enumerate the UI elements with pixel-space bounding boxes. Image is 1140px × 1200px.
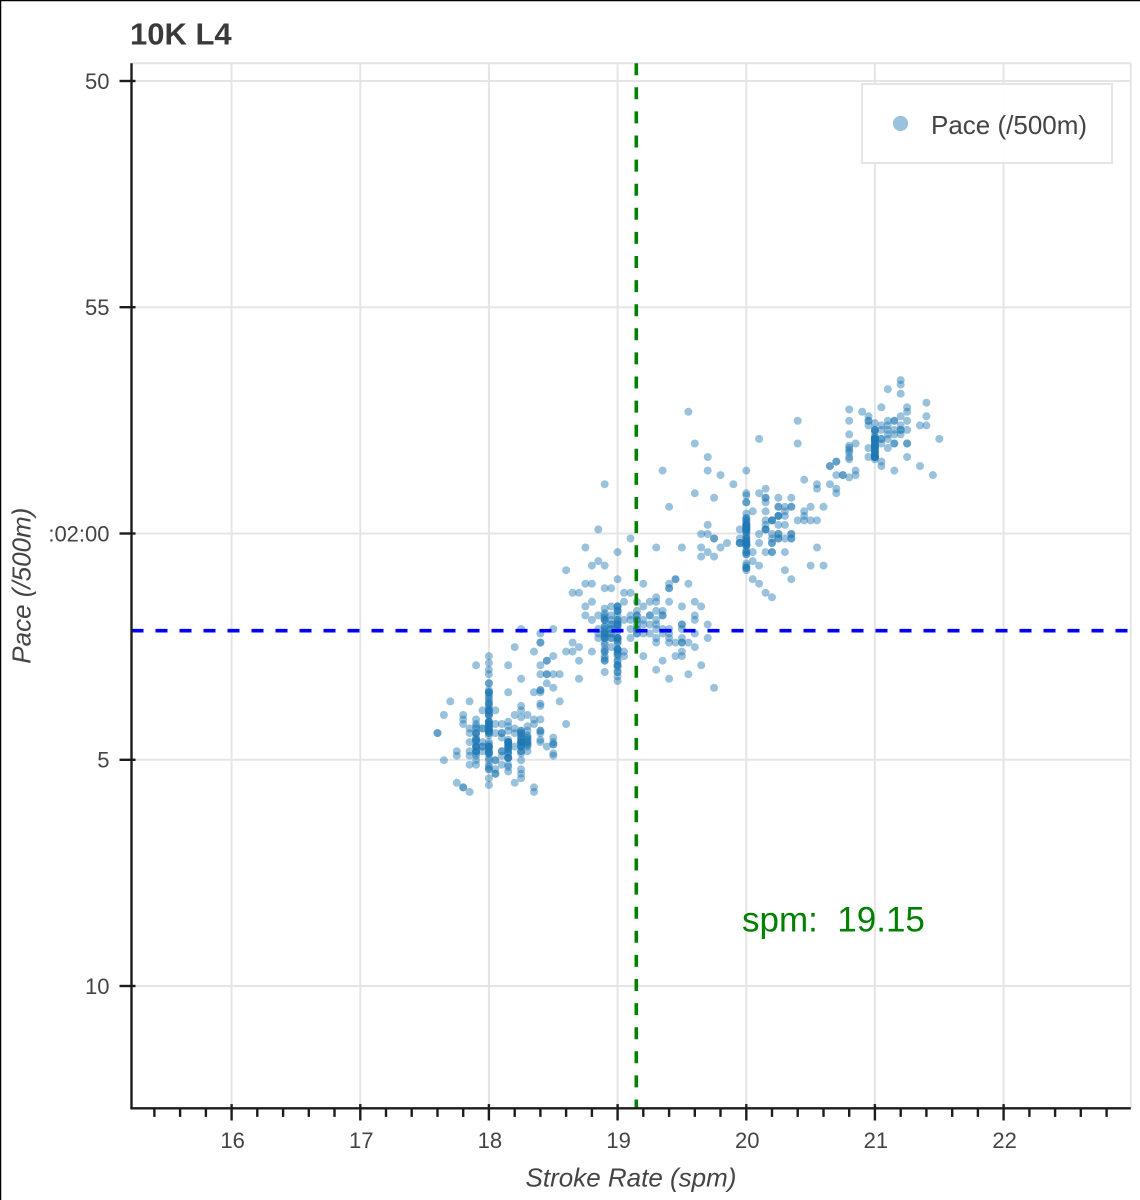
svg-text:50: 50 [85, 69, 109, 94]
svg-text:spm: 19.15: spm: 19.15 [742, 901, 925, 940]
svg-text:Pace (/500m): Pace (/500m) [931, 110, 1087, 140]
svg-text:22: 22 [992, 1128, 1016, 1153]
svg-text:19: 19 [606, 1128, 630, 1153]
svg-text:18: 18 [478, 1128, 502, 1153]
svg-text::02:00: :02:00 [48, 521, 109, 546]
svg-text:17: 17 [349, 1128, 373, 1153]
svg-text:16: 16 [220, 1128, 244, 1153]
svg-text:10: 10 [85, 974, 109, 999]
svg-text:10K L4: 10K L4 [130, 17, 232, 52]
svg-text:Stroke Rate (spm): Stroke Rate (spm) [526, 1163, 737, 1193]
svg-text:55: 55 [85, 295, 109, 320]
svg-text:20: 20 [735, 1128, 759, 1153]
svg-text:5: 5 [97, 748, 109, 773]
svg-text:Pace (/500m): Pace (/500m) [7, 508, 37, 664]
svg-text:21: 21 [864, 1128, 888, 1153]
